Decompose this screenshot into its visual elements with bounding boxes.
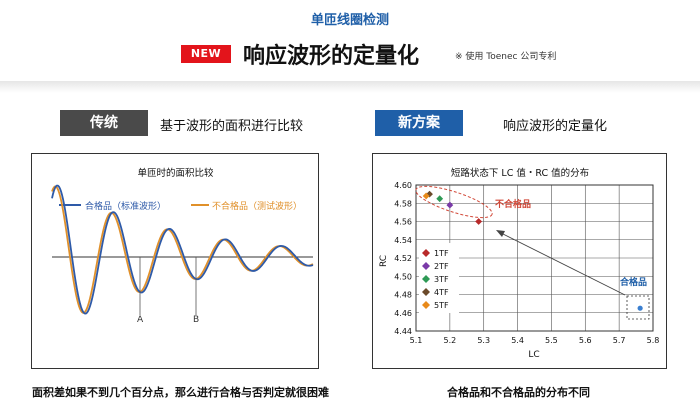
y-tick-label: 4.58 bbox=[394, 199, 412, 208]
new-method-description: 响应波形的定量化 bbox=[503, 119, 608, 134]
legend-label: 3TF bbox=[434, 275, 449, 284]
x-tick-label: 5.1 bbox=[410, 336, 423, 345]
cluster-arrow-head bbox=[496, 230, 505, 237]
legend-bad-label: 不合格品（测试波形） bbox=[212, 200, 302, 212]
top-title: 单匝线圈检测 bbox=[310, 13, 389, 28]
legend-label: 5TF bbox=[434, 301, 449, 310]
good-waveform-line bbox=[51, 184, 314, 315]
marker-a-label: A bbox=[137, 315, 144, 325]
scatter-chart-title: 短路状态下 LC 值・RC 值的分布 bbox=[450, 168, 590, 179]
y-tick-label: 4.52 bbox=[394, 254, 412, 263]
bad-cluster-label: 不合格品 bbox=[495, 198, 531, 210]
x-tick-label: 5.4 bbox=[511, 336, 524, 345]
y-tick-label: 4.56 bbox=[394, 218, 412, 227]
data-point bbox=[436, 195, 444, 203]
y-tick-label: 4.50 bbox=[394, 272, 412, 281]
x-tick-label: 5.7 bbox=[613, 336, 626, 345]
marker-b-label: B bbox=[193, 315, 199, 325]
legend-label: 1TF bbox=[434, 249, 449, 258]
x-tick-label: 5.6 bbox=[579, 336, 592, 345]
y-tick-label: 4.60 bbox=[394, 181, 412, 190]
bad-cluster-ellipse bbox=[415, 185, 493, 219]
new-badge: NEW bbox=[181, 45, 231, 63]
new-method-tag: 新方案 bbox=[375, 110, 463, 136]
x-tick-label: 5.2 bbox=[443, 336, 456, 345]
header-divider bbox=[0, 81, 700, 93]
y-tick-label: 4.44 bbox=[394, 327, 412, 336]
x-tick-label: 5.8 bbox=[647, 336, 660, 345]
y-tick-labels: 4.44 4.46 4.48 4.50 4.52 4.54 4.56 4.58 4.60 bbox=[394, 181, 412, 336]
scatter-points bbox=[422, 190, 643, 311]
patent-note: ※ 使用 Toenec 公司专利 bbox=[455, 52, 557, 62]
y-tick-label: 4.54 bbox=[394, 236, 412, 245]
scatter-legend: 1TF 2TF 3TF 4TF 5TF bbox=[419, 243, 459, 313]
legend-marker bbox=[422, 249, 430, 257]
waveform-chart: 合格品（标准波形） 不合格品（测试波形） A B bbox=[51, 184, 314, 325]
x-tick-labels: 5.1 5.2 5.3 5.4 5.5 5.6 5.7 5.8 bbox=[410, 336, 660, 345]
page-title: 响应波形的定量化 bbox=[243, 44, 420, 69]
legend-marker bbox=[422, 288, 430, 296]
x-tick-label: 5.5 bbox=[545, 336, 558, 345]
conventional-caption: 面积差如果不到几个百分点，那么进行合格与否判定就很困难 bbox=[32, 386, 329, 399]
new-method-caption: 合格品和不合格品的分布不同 bbox=[447, 386, 590, 399]
good-cluster-label: 合格品 bbox=[620, 276, 647, 288]
x-axis-label: LC bbox=[528, 350, 539, 360]
y-tick-label: 4.48 bbox=[394, 291, 412, 300]
y-axis-label: RC bbox=[379, 255, 389, 267]
conventional-description: 基于波形的面积进行比较 bbox=[160, 119, 304, 134]
legend-good-label: 合格品（标准波形） bbox=[85, 200, 166, 212]
legend-label: 2TF bbox=[434, 262, 449, 271]
data-point bbox=[422, 192, 430, 200]
data-point bbox=[475, 218, 483, 225]
data-point bbox=[637, 305, 643, 311]
cluster-arrow bbox=[500, 232, 626, 296]
legend-marker bbox=[422, 301, 430, 309]
bad-waveform-line bbox=[51, 185, 314, 314]
legend-marker bbox=[422, 262, 430, 270]
waveform-chart-panel bbox=[31, 153, 319, 369]
waveform-chart-title: 单匝时的面积比较 bbox=[137, 168, 214, 179]
y-tick-label: 4.46 bbox=[394, 309, 412, 318]
plot-frame bbox=[415, 184, 654, 332]
x-tick-label: 5.3 bbox=[477, 336, 490, 345]
legend-label: 4TF bbox=[434, 288, 449, 297]
scatter-chart: 5.1 5.2 5.3 5.4 5.5 5.6 5.7 5.8 4.44 4.46 4.48 4.5… bbox=[379, 181, 660, 360]
data-point bbox=[446, 201, 454, 209]
conventional-tag: 传统 bbox=[60, 110, 148, 136]
legend-marker bbox=[422, 275, 430, 283]
good-cluster-box bbox=[626, 295, 650, 320]
